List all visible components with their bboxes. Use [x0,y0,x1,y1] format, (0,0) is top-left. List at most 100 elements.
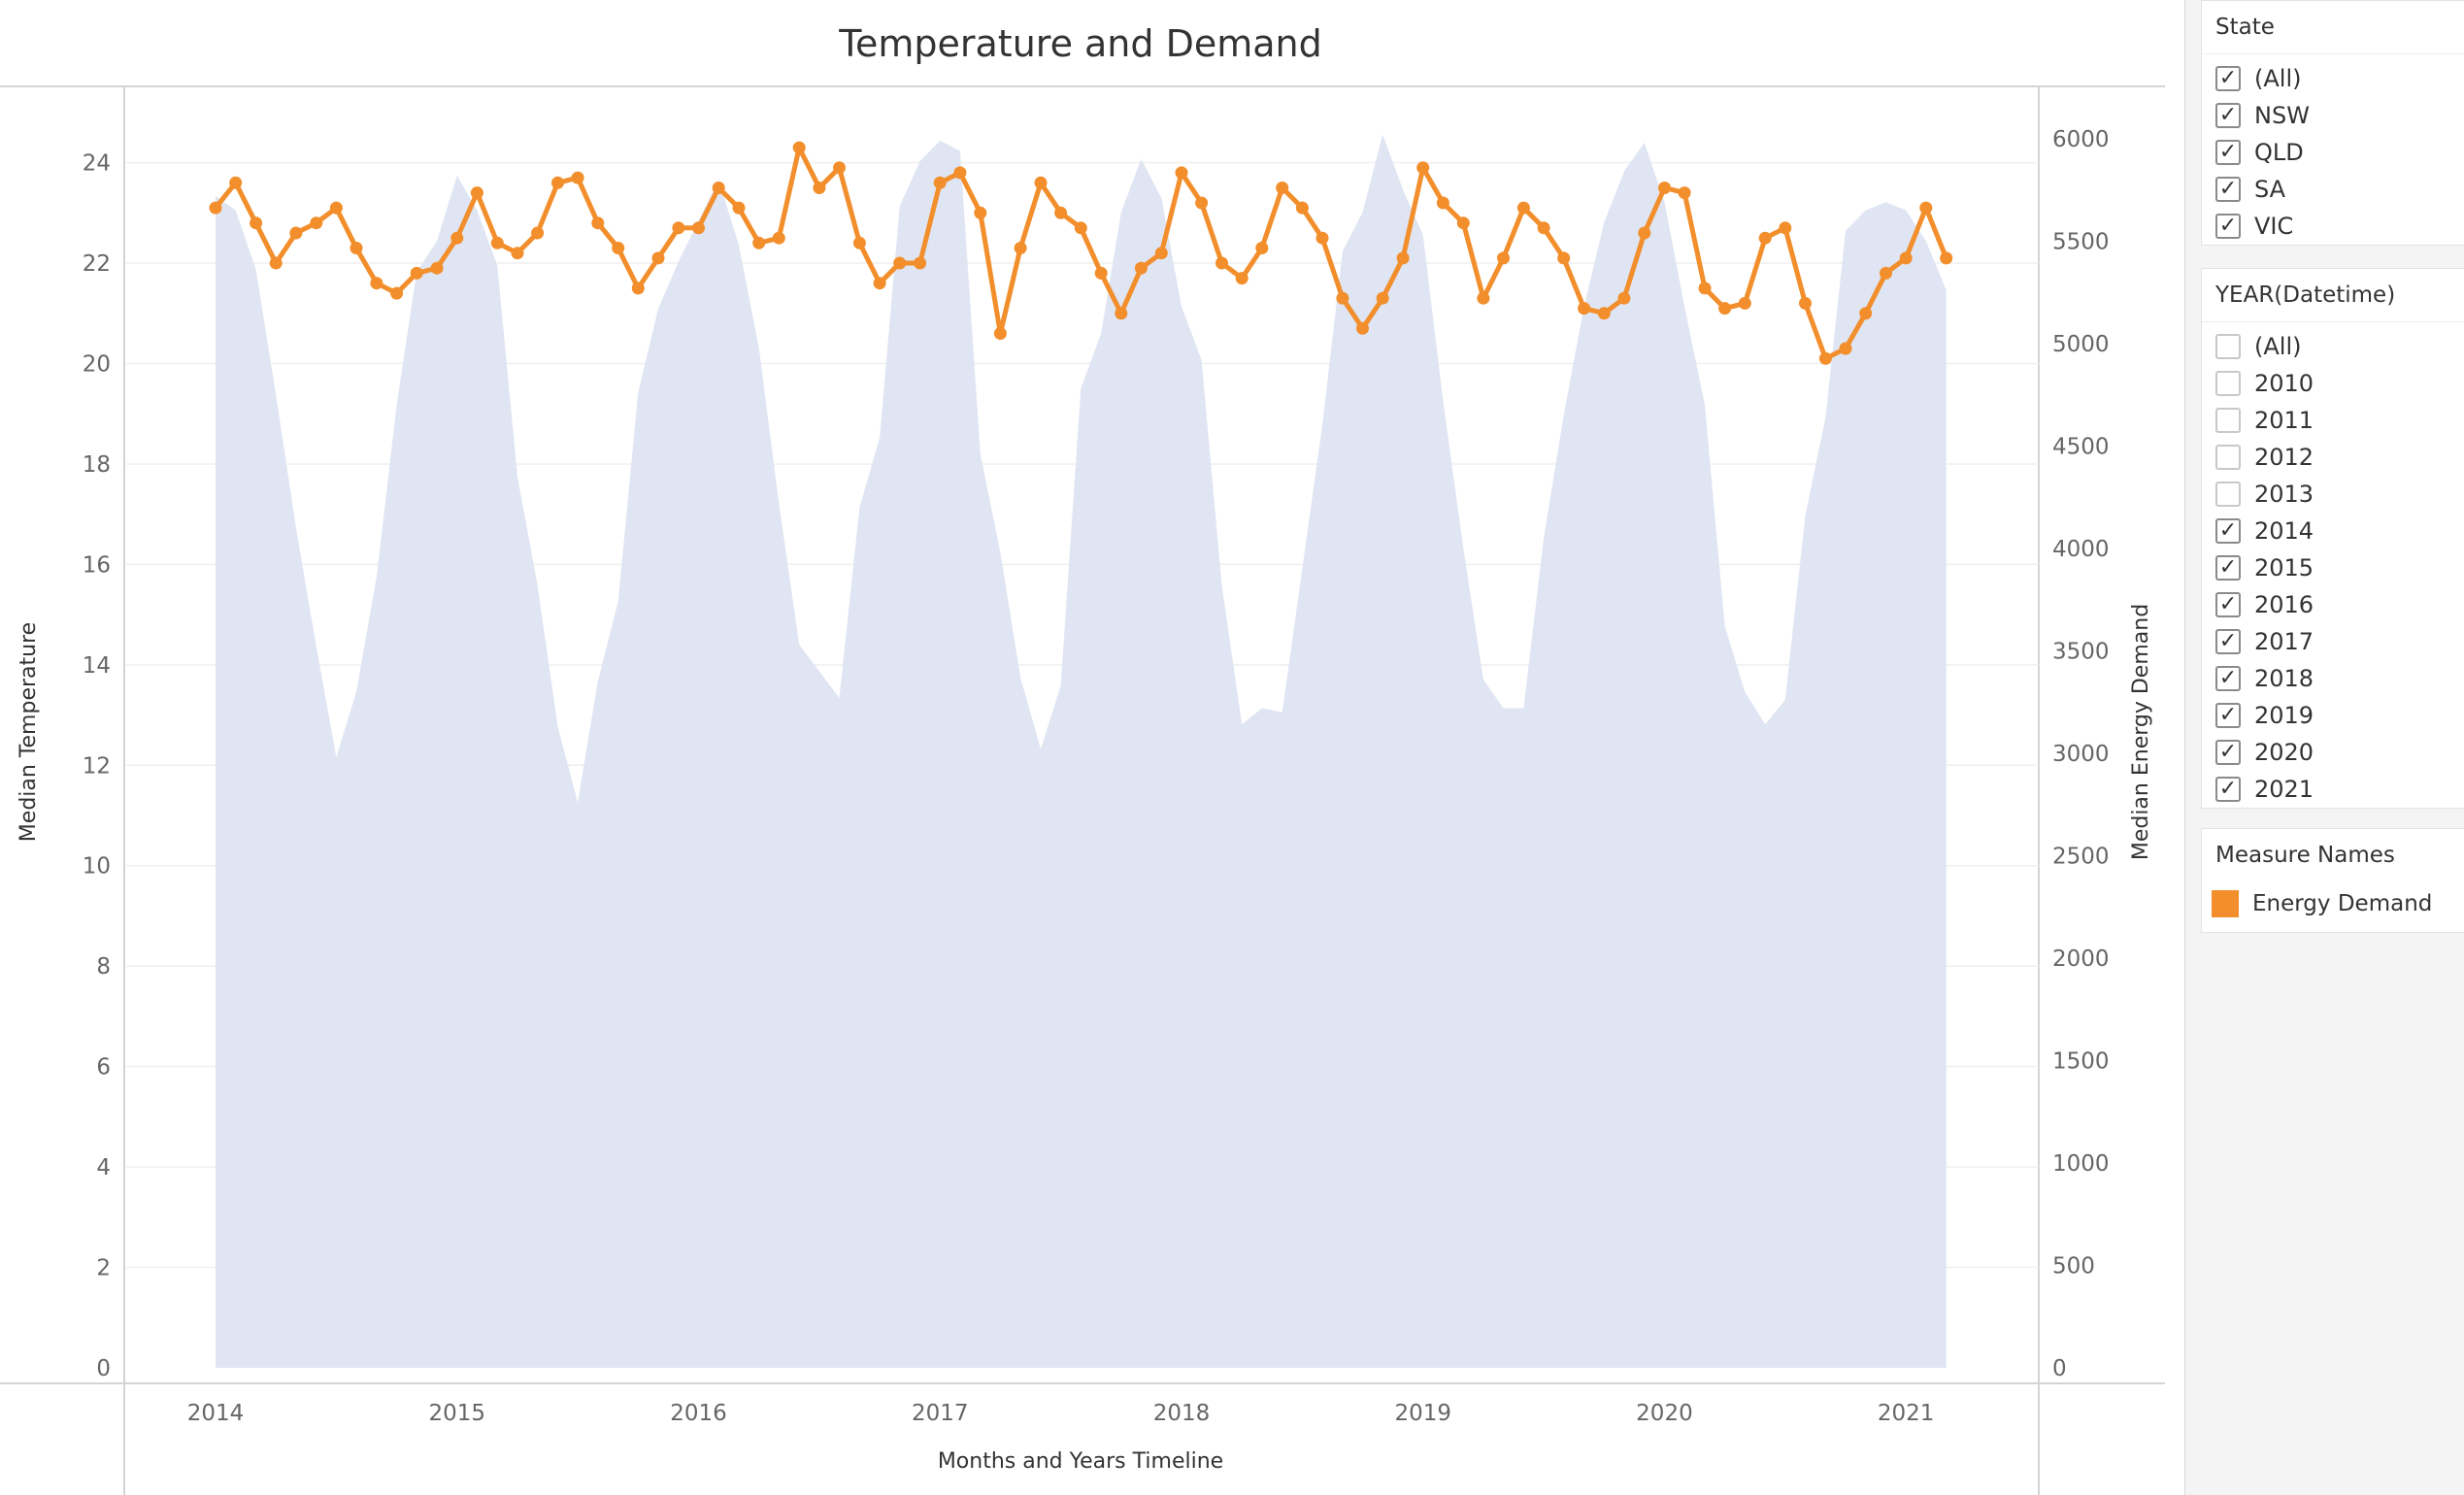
data-point[interactable] [1859,307,1873,320]
data-point[interactable] [1295,201,1309,215]
checkbox-unchecked-icon[interactable]: ✓ [2215,445,2241,470]
data-point[interactable] [250,216,263,230]
filter-option[interactable]: ✓ 2015 [2202,549,2464,586]
checkbox-checked-icon[interactable]: ✓ [2215,214,2241,239]
checkbox-checked-icon[interactable]: ✓ [2215,629,2241,654]
data-point[interactable] [1034,176,1048,189]
checkbox-checked-icon[interactable]: ✓ [2215,703,2241,728]
data-point[interactable] [833,161,846,175]
data-point[interactable] [752,236,766,249]
data-point[interactable] [1336,291,1349,305]
filter-option[interactable]: ✓ VIC [2202,208,2464,245]
data-point[interactable] [571,171,584,184]
data-point[interactable] [551,176,564,189]
data-point[interactable] [289,226,303,240]
data-point[interactable] [1235,272,1249,285]
data-point[interactable] [1597,307,1611,320]
data-point[interactable] [511,247,524,260]
data-point[interactable] [430,261,444,275]
data-point[interactable] [651,251,665,265]
data-point[interactable] [1497,251,1510,265]
filter-option[interactable]: ✓ 2013 [2202,476,2464,513]
data-point[interactable] [692,221,705,235]
checkbox-checked-icon[interactable]: ✓ [2215,555,2241,581]
data-point[interactable] [229,176,243,189]
data-point[interactable] [1718,302,1732,316]
data-point[interactable] [1658,182,1671,194]
data-point[interactable] [1617,291,1631,305]
checkbox-checked-icon[interactable]: ✓ [2215,140,2241,165]
data-point[interactable] [933,176,947,189]
data-point[interactable] [672,221,685,235]
data-point[interactable] [1436,196,1449,210]
data-point[interactable] [712,182,725,194]
data-point[interactable] [370,277,383,290]
data-point[interactable] [1315,231,1329,245]
data-point[interactable] [612,242,625,254]
checkbox-unchecked-icon[interactable]: ✓ [2215,371,2241,396]
data-point[interactable] [1215,256,1228,270]
data-point[interactable] [993,327,1007,340]
data-point[interactable] [1698,282,1712,295]
data-point[interactable] [873,277,886,290]
data-point[interactable] [1516,201,1530,215]
filter-option[interactable]: ✓ 2018 [2202,660,2464,697]
data-point[interactable] [1054,206,1068,219]
data-point[interactable] [1477,291,1490,305]
data-point[interactable] [1758,231,1772,245]
data-point[interactable] [1839,342,1852,355]
data-point[interactable] [1940,251,1953,265]
data-point[interactable] [792,141,806,154]
data-point[interactable] [410,266,423,280]
filter-option[interactable]: ✓ QLD [2202,134,2464,171]
data-point[interactable] [1115,307,1128,320]
data-point[interactable] [732,201,746,215]
filter-option[interactable]: ✓ 2011 [2202,402,2464,439]
data-point[interactable] [1799,296,1812,310]
data-point[interactable] [1154,247,1168,260]
checkbox-unchecked-icon[interactable]: ✓ [2215,408,2241,433]
data-point[interactable] [450,231,464,245]
data-point[interactable] [1356,321,1369,335]
checkbox-checked-icon[interactable]: ✓ [2215,740,2241,765]
data-point[interactable] [1899,251,1913,265]
filter-option[interactable]: ✓ 2017 [2202,623,2464,660]
data-point[interactable] [631,282,645,295]
data-point[interactable] [1880,266,1892,280]
legend-item[interactable]: Energy Demand [2202,881,2464,926]
data-point[interactable] [1416,161,1430,175]
data-point[interactable] [209,201,222,215]
data-point[interactable] [310,216,323,230]
data-point[interactable] [1255,242,1269,254]
data-point[interactable] [531,226,545,240]
filter-option[interactable]: ✓ 2012 [2202,439,2464,476]
data-point[interactable] [1638,226,1651,240]
filter-option[interactable]: ✓ 2021 [2202,771,2464,808]
filter-option[interactable]: ✓ 2020 [2202,734,2464,771]
data-point[interactable] [329,201,343,215]
filter-option[interactable]: ✓ (All) [2202,60,2464,97]
checkbox-checked-icon[interactable]: ✓ [2215,666,2241,691]
data-point[interactable] [350,242,363,254]
checkbox-checked-icon[interactable]: ✓ [2215,592,2241,617]
checkbox-checked-icon[interactable]: ✓ [2215,66,2241,91]
data-point[interactable] [1738,296,1751,310]
data-point[interactable] [1134,261,1148,275]
data-point[interactable] [914,256,927,270]
data-point[interactable] [1779,221,1792,235]
data-point[interactable] [1014,242,1027,254]
data-point[interactable] [269,256,283,270]
data-point[interactable] [893,256,907,270]
data-point[interactable] [490,236,504,249]
checkbox-checked-icon[interactable]: ✓ [2215,103,2241,128]
data-point[interactable] [813,182,826,194]
data-point[interactable] [1557,251,1571,265]
data-point[interactable] [1919,201,1933,215]
checkbox-checked-icon[interactable]: ✓ [2215,177,2241,202]
data-point[interactable] [390,286,404,300]
data-point[interactable] [1175,166,1188,180]
data-point[interactable] [1276,182,1289,194]
data-point[interactable] [1578,302,1591,316]
data-point[interactable] [1818,351,1832,365]
checkbox-unchecked-icon[interactable]: ✓ [2215,482,2241,507]
